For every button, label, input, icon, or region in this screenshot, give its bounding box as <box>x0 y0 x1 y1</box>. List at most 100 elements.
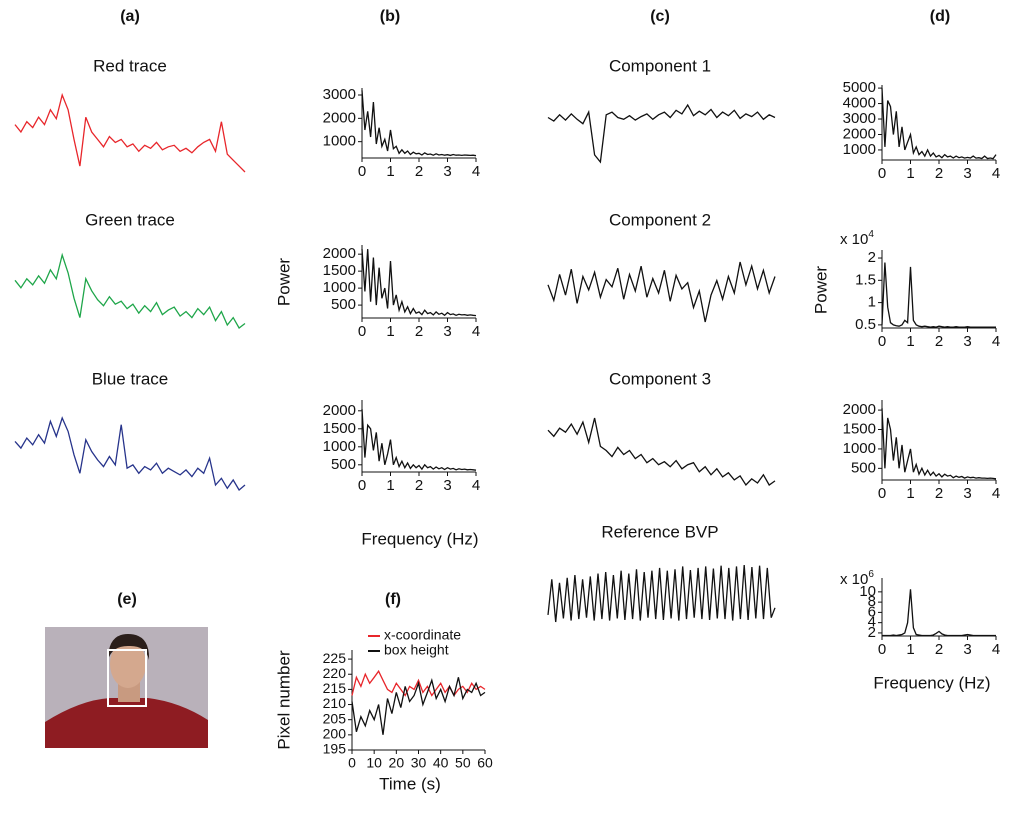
x-tick-label: 3 <box>963 485 971 502</box>
x-tick-label: 1 <box>386 163 394 180</box>
x-tick-label: 2 <box>935 641 943 658</box>
y-tick-label: 5000 <box>843 79 876 96</box>
data-line <box>14 252 246 329</box>
data-line <box>881 88 997 160</box>
y-tick-label: 4000 <box>843 95 876 112</box>
data-line <box>361 249 477 317</box>
panel-label: (c) <box>650 8 670 25</box>
y-tick-label: 205 <box>323 710 347 726</box>
x-tick-label: 1 <box>386 323 394 340</box>
x-tick-label: 60 <box>477 755 493 771</box>
y-tick-label: 10 <box>859 583 876 600</box>
y-tick-label: 1000 <box>843 141 876 158</box>
x-tick-label: 0 <box>878 641 886 658</box>
y-tick-label: 2 <box>868 624 876 641</box>
face <box>110 640 146 688</box>
x-tick-label: 0 <box>358 163 366 180</box>
chart-title: Reference BVP <box>601 522 718 541</box>
x-tick-label: 40 <box>433 755 449 771</box>
y-tick-label: 210 <box>323 695 347 711</box>
hair <box>108 634 150 660</box>
data-line <box>351 669 486 697</box>
scale-label: x 106 <box>840 569 874 588</box>
y-tick-label: 1000 <box>323 279 356 296</box>
y-tick-label: 500 <box>851 459 876 476</box>
y-tick-label: 225 <box>323 650 347 666</box>
data-line <box>14 416 246 491</box>
x-tick-label: 3 <box>443 163 451 180</box>
panel-label: (f) <box>385 591 401 608</box>
x-tick-label: 3 <box>963 333 971 350</box>
y-tick-label: 2 <box>868 249 876 266</box>
data-line <box>547 261 776 323</box>
data-line <box>361 408 477 471</box>
data-line <box>881 262 996 328</box>
x-tick-label: 50 <box>455 755 471 771</box>
legend-label: x-coordinate <box>384 627 461 643</box>
y-tick-label: 8 <box>868 593 876 610</box>
chart-title: Component 2 <box>609 210 711 229</box>
scale-base: x 10 <box>840 231 868 248</box>
y-tick-label: 3000 <box>323 86 356 103</box>
x-tick-label: 4 <box>472 163 480 180</box>
y-tick-label: 1000 <box>323 133 356 150</box>
y-tick-label: 1000 <box>323 438 356 455</box>
x-tick-label: 2 <box>415 163 423 180</box>
scale-label: x 104 <box>840 229 874 248</box>
x-axis-label: Time (s) <box>379 774 441 793</box>
x-tick-label: 4 <box>472 477 480 494</box>
y-tick-label: 500 <box>331 296 356 313</box>
x-tick-label: 10 <box>366 755 382 771</box>
panel-label: (e) <box>117 591 137 608</box>
x-tick-label: 1 <box>906 333 914 350</box>
face-box <box>107 649 147 707</box>
x-tick-label: 30 <box>411 755 427 771</box>
x-axis-label: Frequency (Hz) <box>361 529 478 548</box>
panel-label: (d) <box>930 8 950 25</box>
y-tick-label: 2000 <box>843 125 876 142</box>
x-tick-label: 20 <box>389 755 405 771</box>
x-tick-label: 3 <box>443 477 451 494</box>
scale-exponent: 4 <box>868 229 874 240</box>
y-axis-label: Power <box>811 266 830 315</box>
x-tick-label: 1 <box>906 485 914 502</box>
y-tick-label: 6 <box>868 603 876 620</box>
data-line <box>881 408 997 480</box>
scale-exponent: 6 <box>868 569 874 580</box>
x-tick-label: 0 <box>348 755 356 771</box>
data-line <box>351 677 486 735</box>
x-tick-label: 0 <box>878 165 886 182</box>
chart-title: Blue trace <box>92 369 169 388</box>
data-line <box>547 417 776 487</box>
y-tick-label: 1500 <box>323 420 356 437</box>
y-tick-label: 3000 <box>843 110 876 127</box>
data-line <box>547 564 776 623</box>
chart-title: Red trace <box>93 56 167 75</box>
x-tick-label: 0 <box>358 477 366 494</box>
y-tick-label: 2000 <box>323 245 356 262</box>
x-axis-label: Frequency (Hz) <box>873 673 990 692</box>
y-tick-label: 200 <box>323 726 347 742</box>
x-tick-label: 0 <box>878 485 886 502</box>
scale-base: x 10 <box>840 571 868 588</box>
chart-title: Component 1 <box>609 56 711 75</box>
y-tick-label: 1 <box>868 294 876 311</box>
y-tick-label: 2000 <box>323 402 356 419</box>
y-tick-label: 215 <box>323 680 347 696</box>
x-tick-label: 1 <box>906 165 914 182</box>
y-tick-label: 1000 <box>843 440 876 457</box>
y-tick-label: 1.5 <box>855 271 876 288</box>
data-line <box>361 90 477 157</box>
x-tick-label: 4 <box>992 641 1000 658</box>
x-tick-label: 3 <box>443 323 451 340</box>
panel-label: (a) <box>120 8 140 25</box>
y-tick-label: 2000 <box>323 109 356 126</box>
photo <box>45 627 208 748</box>
x-tick-label: 1 <box>906 641 914 658</box>
x-tick-label: 4 <box>992 485 1000 502</box>
y-tick-label: 500 <box>331 456 356 473</box>
y-tick-label: 0.5 <box>855 316 876 333</box>
x-tick-label: 0 <box>878 333 886 350</box>
x-tick-label: 4 <box>992 333 1000 350</box>
